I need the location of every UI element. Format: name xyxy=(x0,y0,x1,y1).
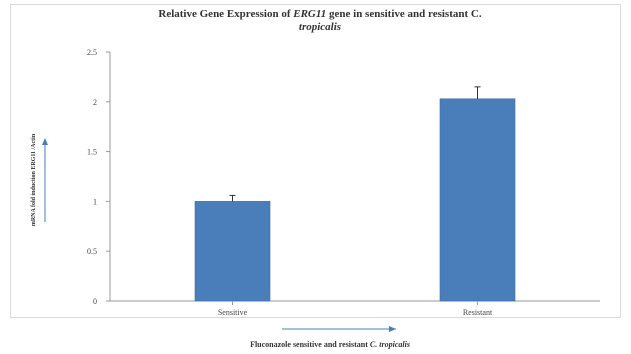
y-axis-label: mRNA fold induction ERG11 /Actin xyxy=(31,133,37,227)
x-axis-label: Fluconazole sensitive and resistant C. t… xyxy=(160,340,500,349)
title-species: tropicalis xyxy=(298,21,342,33)
y-tick-label: 1.5 xyxy=(87,148,97,157)
y-tick-label: 0.5 xyxy=(87,247,97,256)
title-genus: C. xyxy=(470,8,482,20)
y-axis-arrow-head-icon xyxy=(42,138,48,145)
y-tick-label: 0 xyxy=(93,297,97,306)
bar-resistant xyxy=(439,98,516,302)
y-tick-label: 2 xyxy=(93,98,97,107)
chart-title: Relative Gene Expression of ERG11 gene i… xyxy=(60,8,580,34)
y-tick-label: 2.5 xyxy=(87,48,97,57)
x-axis-arrow-head-icon xyxy=(389,326,396,332)
x-tick-label-resistant: Resistant xyxy=(463,308,493,317)
title-text-middle: gene in sensitive and resistant xyxy=(326,8,471,20)
x-tick-label-sensitive: Sensitive xyxy=(218,308,248,317)
chart-frame xyxy=(10,4,621,318)
title-gene-name: ERG11 xyxy=(293,8,327,20)
bar-sensitive xyxy=(194,201,271,302)
x-axis-label-text: Fluconazole sensitive and resistant xyxy=(250,340,370,349)
y-tick-label: 1 xyxy=(93,197,97,206)
title-text-prefix: Relative Gene Expression of xyxy=(158,8,294,20)
x-axis-label-species: C. tropicalis xyxy=(369,340,410,349)
